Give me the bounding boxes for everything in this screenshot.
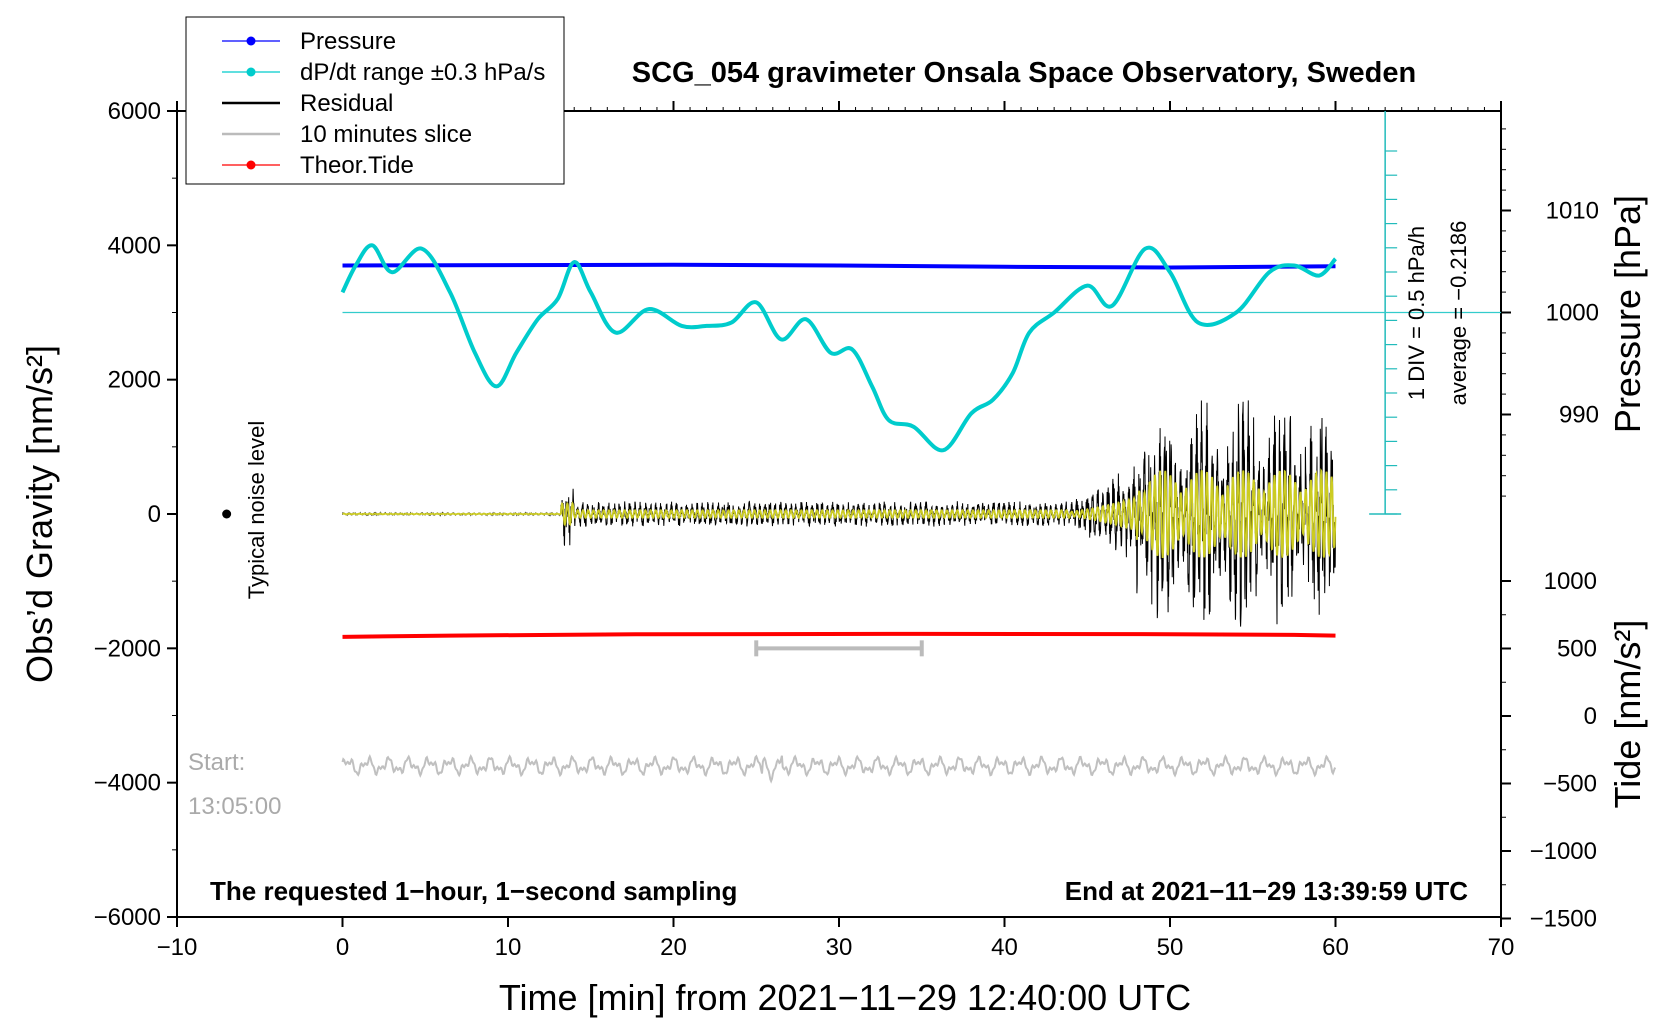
pressure-average-note: average = −0.2186 — [1446, 221, 1471, 406]
tide-tick-label: 500 — [1557, 636, 1597, 663]
legend-label: Theor.Tide — [300, 152, 414, 179]
footer-left: The requested 1−hour, 1−second sampling — [210, 876, 737, 906]
y-tick-label: 0 — [148, 501, 161, 528]
noise-label: Typical noise level — [244, 421, 269, 600]
tide-tick-label: −1500 — [1530, 906, 1597, 933]
y-axis-label-tide: Tide [nm/s²] — [1607, 620, 1648, 809]
x-tick-label: 40 — [991, 934, 1018, 961]
x-tick-label: 30 — [826, 934, 853, 961]
tide-tick-label: −1000 — [1530, 838, 1597, 865]
tide-tick-label: 1000 — [1544, 568, 1597, 595]
legend-label: Residual — [300, 90, 393, 117]
x-tick-label: 70 — [1488, 934, 1515, 961]
x-tick-label: 60 — [1322, 934, 1349, 961]
pressure-tick-label: 990 — [1559, 402, 1599, 429]
chart-title: SCG_054 gravimeter Onsala Space Observat… — [632, 57, 1416, 89]
data-series — [222, 111, 1501, 784]
legend-marker — [246, 67, 256, 77]
y-tick-label: 2000 — [108, 367, 161, 394]
y-tick-label: 4000 — [108, 232, 161, 259]
start-label: Start: — [188, 749, 245, 776]
noise-level-marker — [222, 509, 232, 519]
y-axis-label-pressure: Pressure [hPa] — [1607, 195, 1648, 433]
series-tide — [342, 631, 1336, 639]
pressure-tick-label: 1010 — [1546, 198, 1599, 225]
series-dpdt — [340, 243, 1338, 453]
x-tick-label: 50 — [1157, 934, 1184, 961]
slice-wave — [341, 753, 1337, 784]
pressure-tick-label: 1000 — [1546, 300, 1599, 327]
y-tick-label: 6000 — [108, 98, 161, 125]
tide-tick-label: −500 — [1543, 771, 1597, 798]
legend-label: dP/dt range ±0.3 hPa/s — [300, 59, 545, 86]
y-tick-label: −2000 — [94, 635, 161, 662]
x-tick-label: 10 — [495, 934, 522, 961]
y-tick-label: −6000 — [94, 904, 161, 931]
legend-marker — [246, 36, 256, 46]
pressure-scale-note: 1 DIV = 0.5 hPa/h — [1404, 226, 1429, 400]
x-tick-label: 20 — [660, 934, 687, 961]
x-axis-label: Time [min] from 2021−11−29 12:40:00 UTC — [499, 977, 1191, 1018]
legend: Pressure dP/dt range ±0.3 hPa/s Residual 10… — [222, 28, 545, 179]
x-tick-label: −10 — [157, 934, 198, 961]
tide-tick-label: 0 — [1584, 703, 1597, 730]
start-time: 13:05:00 — [188, 793, 281, 820]
filtered-line — [342, 468, 1337, 558]
y-axis-label-left: Obs’d Gravity [nm/s²] — [19, 345, 60, 683]
legend-marker — [246, 160, 256, 170]
axis-ticks: −10 0 10 20 30 40 50 60 70 6000 4000 2000 0 −2000 −400… — [94, 98, 1599, 961]
legend-label: 10 minutes slice — [300, 121, 472, 148]
y-tick-label: −4000 — [94, 770, 161, 797]
footer-right: End at 2021−11−29 13:39:59 UTC — [1065, 876, 1468, 906]
series-pressure — [342, 262, 1336, 270]
x-tick-label: 0 — [336, 934, 349, 961]
legend-label: Pressure — [300, 28, 396, 55]
